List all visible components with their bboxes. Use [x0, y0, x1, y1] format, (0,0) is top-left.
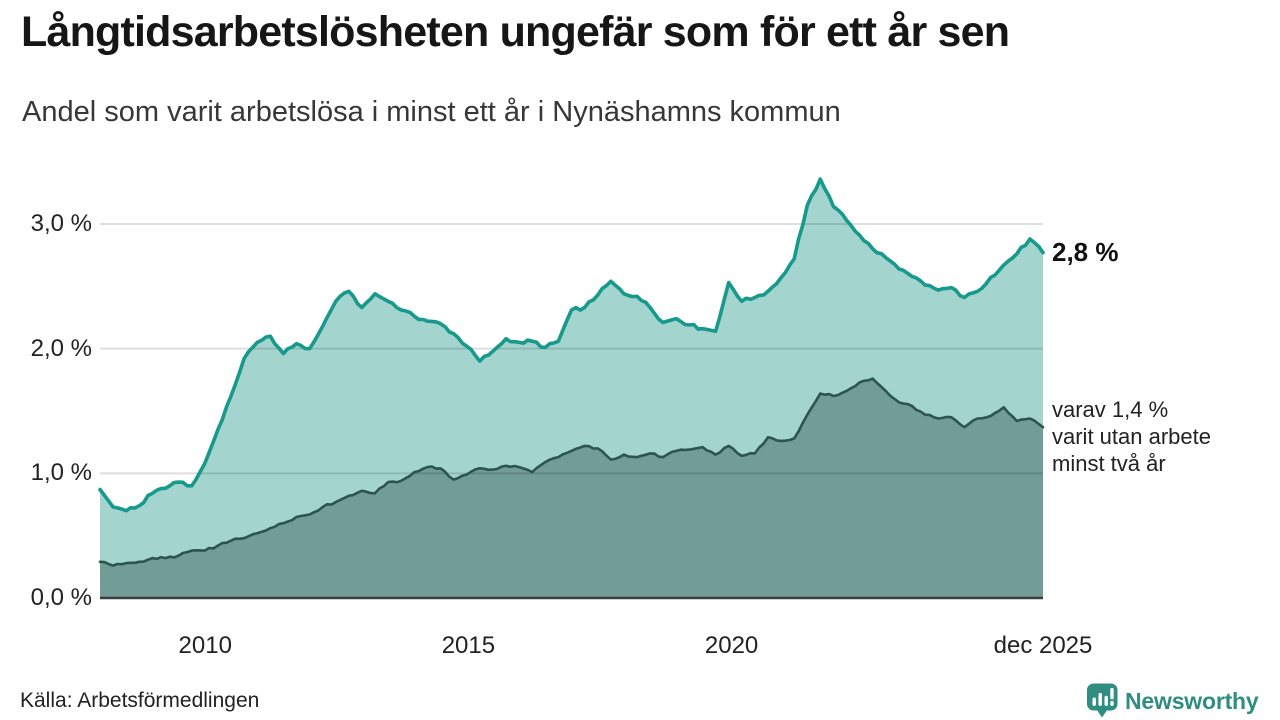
source-attribution: Källa: Arbetsförmedlingen: [20, 689, 260, 712]
newsworthy-bars-bubble-icon: [1087, 683, 1118, 718]
newsworthy-wordmark: Newsworthy: [1125, 688, 1259, 714]
y-tick-label: 0,0 %: [30, 584, 92, 611]
annotation-line: varit utan arbete: [1052, 424, 1211, 449]
page-subtitle: Andel som varit arbetslösa i minst ett å…: [22, 96, 841, 128]
newsworthy-logo: Newsworthy: [1086, 683, 1259, 719]
annotation-line: varav 1,4 %: [1052, 397, 1169, 422]
x-tick-label: dec 2025: [993, 632, 1093, 659]
x-tick-label: 2010: [178, 632, 232, 659]
x-tick-label: 2020: [704, 632, 759, 659]
y-tick-label: 3,0 %: [30, 209, 92, 237]
page-title: Långtidsarbetslösheten ungefär som för e…: [21, 8, 1010, 56]
x-tick-label: 2015: [441, 632, 496, 659]
y-tick-label: 2,0 %: [30, 334, 92, 362]
y-tick-label: 1,0 %: [30, 459, 92, 487]
annotation-line: minst två år: [1052, 451, 1166, 476]
latest-value-label-total: 2,8 %: [1052, 237, 1119, 267]
latest-value-label-two-years: varav 1,4 % varit utan arbete minst två …: [1052, 396, 1211, 477]
